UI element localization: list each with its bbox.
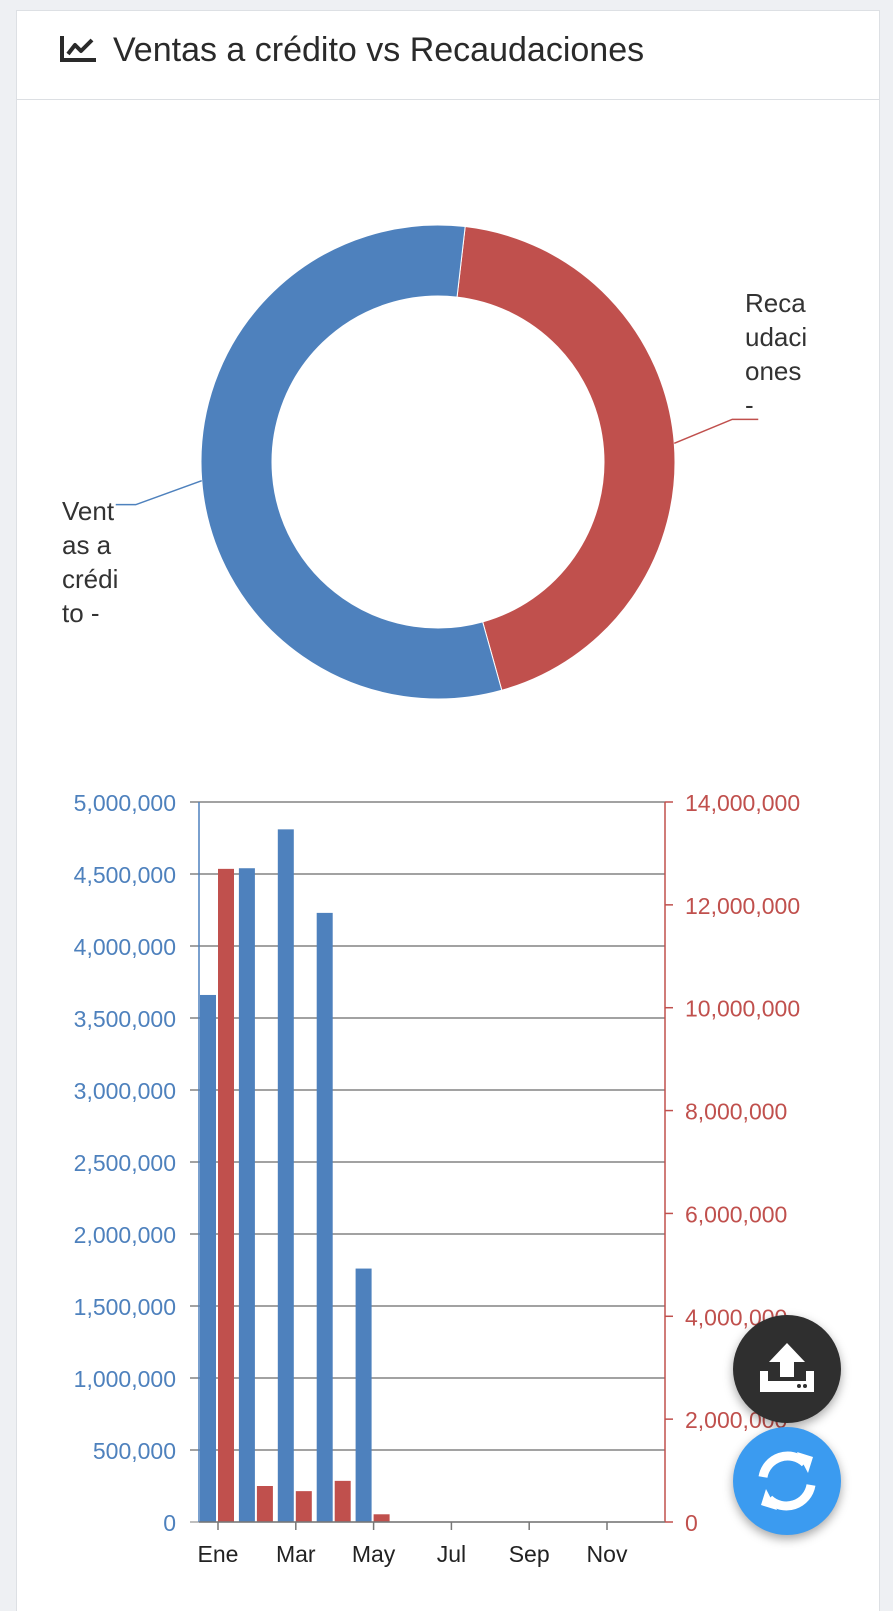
- y-left-tick-label: 3,000,000: [74, 1078, 176, 1104]
- x-tick-label: Sep: [509, 1541, 550, 1567]
- upload-tray-icon: [760, 1343, 814, 1392]
- x-tick-label: Nov: [587, 1541, 628, 1567]
- refresh-icon: [758, 1451, 816, 1511]
- y-right-tick-label: 12,000,000: [685, 893, 800, 919]
- card-header: Ventas a crédito vs Recaudaciones: [17, 11, 879, 100]
- bar-recaudaciones: [295, 1491, 312, 1522]
- upload-button[interactable]: [733, 1315, 841, 1423]
- bar-ventas: [238, 868, 255, 1522]
- y-left-tick-label: 0: [163, 1510, 176, 1536]
- x-tick-label: Ene: [198, 1541, 239, 1567]
- y-left-tick-label: 1,000,000: [74, 1366, 176, 1392]
- donut-label-ventas: Vent as a crédi to -: [62, 496, 118, 628]
- y-right-tick-label: 8,000,000: [685, 1099, 787, 1125]
- y-right-tick-label: 10,000,000: [685, 996, 800, 1022]
- bar-ventas: [277, 829, 294, 1522]
- y-left-tick-label: 5,000,000: [74, 790, 176, 816]
- bar-ventas: [316, 912, 333, 1522]
- x-tick-label: Mar: [276, 1541, 316, 1567]
- bar-recaudaciones: [256, 1486, 273, 1522]
- y-left-tick-label: 1,500,000: [74, 1294, 176, 1320]
- donut-label-recaudaciones: Reca udaci ones -: [745, 288, 807, 420]
- y-left-tick-label: 2,500,000: [74, 1150, 176, 1176]
- donut-slice: [456, 226, 676, 691]
- x-tick-label: May: [352, 1541, 396, 1567]
- y-left-tick-label: 500,000: [93, 1438, 176, 1464]
- y-left-tick-label: 4,000,000: [74, 934, 176, 960]
- card-title: Ventas a crédito vs Recaudaciones: [113, 31, 645, 69]
- refresh-button[interactable]: [733, 1427, 841, 1535]
- y-right-tick-label: 0: [685, 1510, 698, 1536]
- bar-recaudaciones: [218, 868, 234, 1522]
- bar-recaudaciones: [334, 1480, 351, 1522]
- bar-ventas: [355, 1268, 372, 1522]
- line-chart-icon: [60, 36, 96, 62]
- bar-recaudaciones: [373, 1514, 390, 1522]
- bar-ventas: [200, 994, 216, 1522]
- y-left-tick-label: 2,000,000: [74, 1222, 176, 1248]
- y-right-tick-label: 14,000,000: [685, 790, 800, 816]
- donut-slice: [200, 224, 503, 700]
- x-tick-label: Jul: [437, 1541, 466, 1567]
- y-right-tick-label: 6,000,000: [685, 1201, 787, 1227]
- y-left-tick-label: 4,500,000: [74, 862, 176, 888]
- y-left-tick-label: 3,500,000: [74, 1006, 176, 1032]
- donut-leader-line: [115, 479, 202, 506]
- donut-leader-line: [673, 418, 759, 445]
